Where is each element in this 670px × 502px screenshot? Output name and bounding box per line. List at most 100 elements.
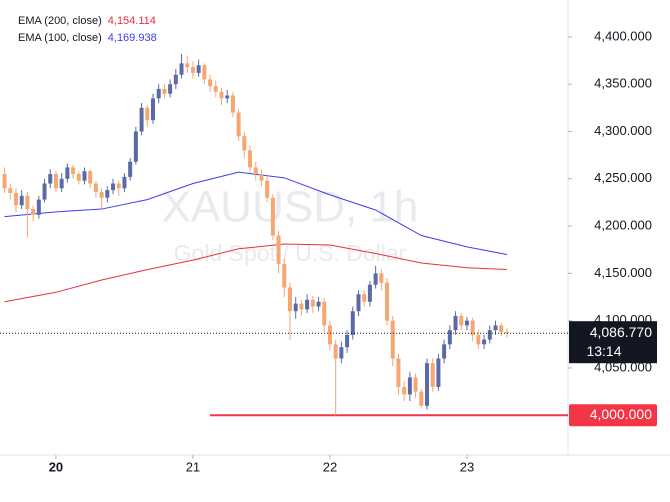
candle-body [242,136,247,151]
legend-name: EMA (200, close) [18,15,102,27]
legend-value: 4,169.938 [108,32,157,44]
candle-body [225,95,230,99]
candle-body [350,311,355,335]
candle-body [111,183,116,191]
candle-body [128,161,133,177]
y-tick-label: 4,300.000 [594,123,652,138]
candle-body [122,176,127,189]
legend-name: EMA (100, close) [18,32,102,44]
candle-body [150,98,155,121]
candle-body [105,190,110,198]
level-label: 4,000.000 [590,406,652,422]
candle-body [219,91,224,99]
candle-body [31,209,36,215]
level-label-box [569,404,657,427]
candle-body [213,86,218,92]
candle-body [139,107,144,132]
candle-body [362,294,367,302]
candle-body [116,183,121,189]
candle-body [145,107,150,121]
x-tick-label: 20 [49,459,63,474]
candle-body [236,112,241,137]
candle-body [19,195,24,206]
ema-line [4,243,507,303]
candle-body [499,325,504,333]
legend-entry: EMA (200, close) 4,154.114 [18,15,156,27]
candle-body [299,303,304,310]
candle-body [316,301,321,307]
candle-body [42,183,47,200]
y-tick-label: 4,150.000 [594,265,652,280]
candle-body [25,195,30,210]
countdown-label: 13:14 [586,343,621,359]
candle-body [322,301,327,326]
candle-body [385,282,390,321]
candle-body [276,235,281,264]
candle-body [185,63,190,68]
candle-body [487,330,492,340]
candle-body [282,263,287,288]
candle-body [196,65,201,73]
y-tick-label: 4,250.000 [594,170,652,185]
candle-body [424,363,429,406]
legend-value: 4,154.114 [108,15,156,27]
candle-body [48,174,53,184]
y-tick-label: 4,200.000 [594,218,652,233]
candle-body [156,88,161,99]
candle-body [327,325,332,345]
x-tick-label: 21 [186,459,200,474]
candle-body [93,183,98,193]
watermark-symbol: XAUUSD, 1h [162,183,419,232]
candle-body [442,344,447,359]
candle-body [310,299,315,307]
candle-body [459,315,464,326]
price-label: 4,086.770 [590,324,652,340]
candle-body [453,315,458,331]
candle-body [373,273,378,285]
candle-body [190,67,195,73]
candle-body [367,284,372,302]
candle-body [430,363,435,387]
candle-body [2,174,7,189]
candle-body [202,65,207,80]
candle-body [407,377,412,395]
candle-body [447,330,452,345]
candle-body [230,95,235,113]
candle-body [476,334,481,345]
candle-body [482,339,487,345]
candle-body [162,88,167,94]
y-tick-label: 4,400.000 [594,28,652,43]
candle-body [265,180,270,198]
candle-body [390,320,395,359]
candle-body [293,303,298,312]
candle-body [333,344,338,359]
y-tick-label: 4,350.000 [594,76,652,91]
candle-body [8,188,13,193]
candle-body [173,74,178,85]
candle-body [53,174,58,189]
candle-body [248,150,253,168]
candle-body [419,391,424,406]
candle-body [504,332,509,334]
candle-body [99,192,104,198]
candle-body [65,167,70,179]
candle-body [356,294,361,312]
candle-body [379,273,384,283]
candle-body [339,347,344,359]
candle-body [396,358,401,387]
candle-body [179,63,184,75]
candle-body [305,299,310,310]
candle-body [259,174,264,181]
candle-body [345,334,350,348]
candle-body [59,178,64,189]
candle-body [168,84,173,94]
candle-body [402,386,407,395]
candle-body [76,174,81,181]
candle-body [208,79,213,87]
candle-body [470,320,475,335]
candle-body [253,167,258,175]
candle-body [413,377,418,392]
x-tick-label: 22 [323,459,337,474]
candle-body [270,197,275,236]
